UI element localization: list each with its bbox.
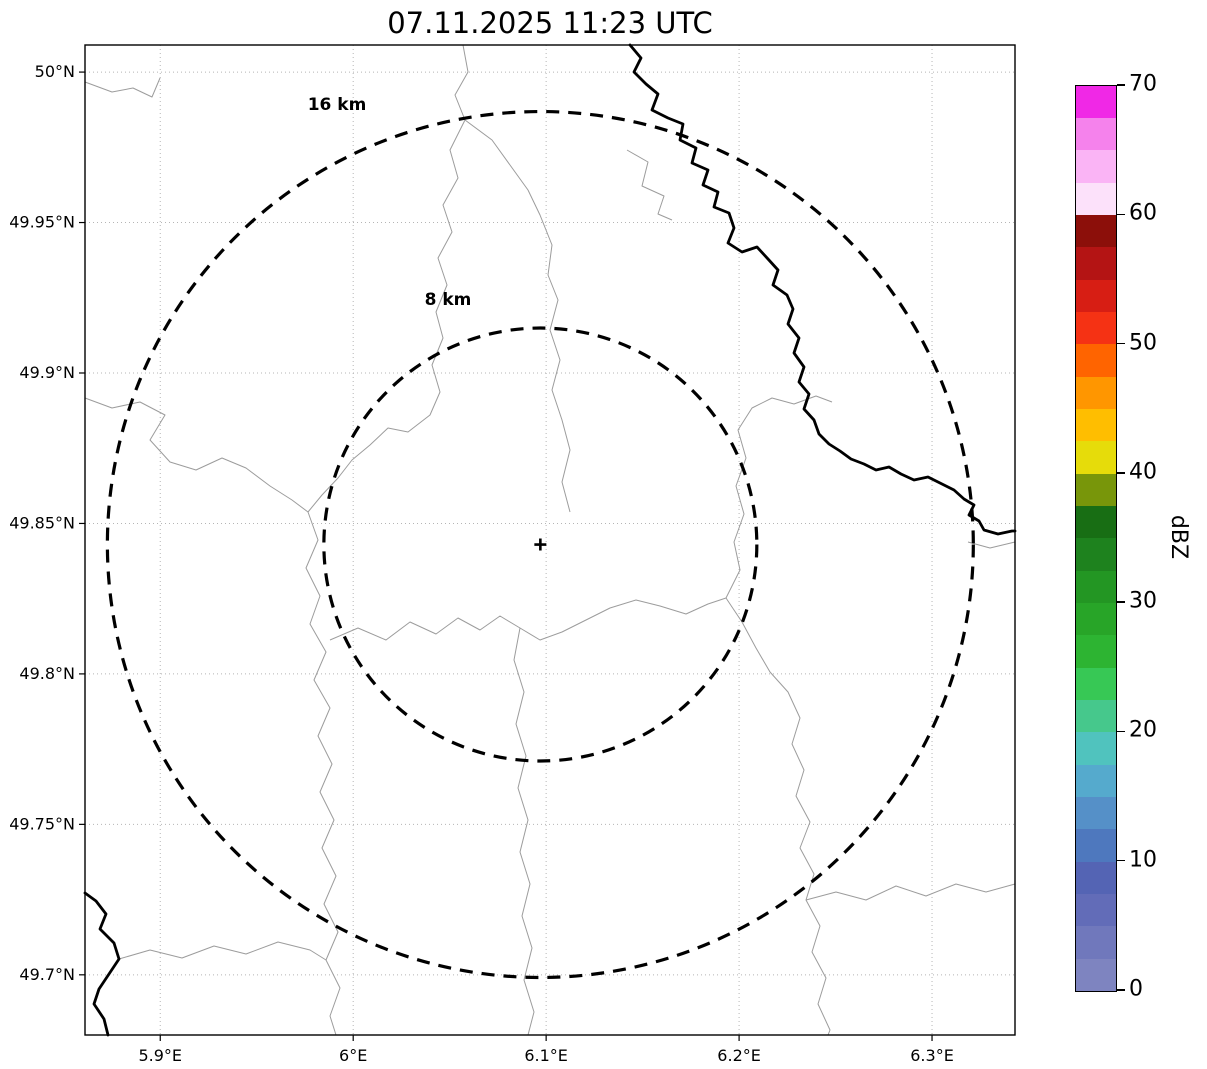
colorbar-segment-65-67.5dbz	[1076, 118, 1116, 151]
colorbar-segment-15-17.5dbz	[1076, 764, 1116, 798]
colorbar-tick-mark	[1117, 213, 1125, 216]
colorbar-tick-mark	[1117, 989, 1125, 991]
colorbar-scale	[1076, 85, 1116, 991]
colorbar-segment-57.5-60dbz	[1076, 215, 1116, 248]
colorbar-segment-12.5-15dbz	[1076, 797, 1116, 830]
range-ring-label-8km: 8 km	[425, 290, 472, 310]
boundary-line	[805, 883, 1016, 901]
colorbar-segment-50-52.5dbz	[1076, 312, 1116, 345]
colorbar-segment-5-7.5dbz	[1076, 894, 1116, 927]
colorbar-tick-label: 40	[1129, 459, 1157, 485]
country-border-river	[83, 891, 121, 1037]
colorbar-tick-label: 60	[1129, 200, 1157, 226]
colorbar-tick-label: 10	[1129, 847, 1157, 873]
boundary-line	[626, 149, 673, 221]
colorbar-tick-mark	[1117, 84, 1125, 86]
colorbar-segment-62.5-65dbz	[1076, 150, 1116, 183]
gridlines	[85, 45, 1015, 1035]
colorbar-segment-52.5-55dbz	[1076, 279, 1116, 313]
colorbar-segment-10-12.5dbz	[1076, 829, 1116, 862]
range-ring-16km	[105, 109, 975, 980]
boundary-line	[118, 941, 327, 961]
colorbar-tick-label: 20	[1129, 717, 1157, 743]
x-tick-label: 5.9°E	[138, 1046, 182, 1065]
y-tick-label: 50°N	[35, 62, 75, 81]
colorbar-segment-45-47.5dbz	[1076, 376, 1116, 410]
x-tick-label: 6.3°E	[910, 1046, 954, 1065]
map-boundaries	[83, 43, 1017, 1037]
colorbar-segment-27.5-30dbz	[1076, 603, 1116, 636]
colorbar-segment-37.5-40dbz	[1076, 473, 1116, 507]
colorbar-unit-label: dBZ	[1166, 514, 1191, 560]
y-tick-label: 49.8°N	[19, 664, 75, 683]
y-tick-label: 49.95°N	[9, 213, 75, 232]
colorbar-tick-mark	[1117, 601, 1125, 603]
colorbar-segment-67.5-70dbz	[1076, 85, 1116, 119]
colorbar-segment-47.5-50dbz	[1076, 344, 1116, 377]
colorbar-segment-40-42.5dbz	[1076, 441, 1116, 474]
colorbar-segment-7.5-10dbz	[1076, 861, 1116, 895]
colorbar-segment-22.5-25dbz	[1076, 667, 1116, 701]
boundary-line	[464, 119, 571, 513]
colorbar-segment-20-22.5dbz	[1076, 700, 1116, 733]
plot-title: 07.11.2025 11:23 UTC	[387, 6, 713, 40]
colorbar-segment-2.5-5dbz	[1076, 926, 1116, 959]
boundary-line	[305, 44, 469, 1036]
y-tick-label: 49.7°N	[19, 965, 75, 984]
range-rings: 8 km 16 km	[105, 95, 975, 980]
colorbar-segment-42.5-45dbz	[1076, 409, 1116, 442]
range-ring-8km	[322, 326, 759, 763]
boundary-line	[84, 77, 161, 98]
x-tick-label: 6°E	[339, 1046, 367, 1065]
country-border-river	[628, 43, 1017, 536]
colorbar-segment-55-57.5dbz	[1076, 247, 1116, 280]
colorbar-segment-0-2.5dbz	[1076, 958, 1116, 991]
boundary-line	[513, 627, 535, 1036]
colorbar-tick-mark	[1117, 730, 1125, 733]
x-tick-label: 6.1°E	[524, 1046, 568, 1065]
range-ring-label-16km: 16 km	[308, 95, 367, 115]
colorbar-segment-17.5-20dbz	[1076, 732, 1116, 765]
colorbar-tick-label: 50	[1129, 330, 1157, 356]
colorbar-segment-30-32.5dbz	[1076, 570, 1116, 604]
boundary-line	[329, 597, 831, 1036]
colorbar-tick-mark	[1117, 342, 1125, 345]
colorbar-segment-35-37.5dbz	[1076, 506, 1116, 539]
colorbar-tick-mark	[1117, 859, 1125, 862]
colorbar-tick-mark	[1117, 472, 1125, 474]
colorbar	[1075, 85, 1117, 992]
y-tick-label: 49.85°N	[9, 513, 75, 532]
axes: 5.9°E 6°E 6.1°E 6.2°E 6.3°E 49.7°N 49.75°N 49.8…	[9, 44, 1016, 1065]
x-tick-label: 6.2°E	[717, 1046, 761, 1065]
boundary-line	[967, 541, 1016, 549]
colorbar-tick-label: 30	[1129, 588, 1157, 614]
colorbar-tick-label: 70	[1129, 71, 1157, 97]
boundary-line	[725, 395, 833, 599]
colorbar-segment-25-27.5dbz	[1076, 635, 1116, 668]
colorbar-tick-label: 0	[1129, 976, 1143, 1002]
y-tick-label: 49.75°N	[9, 814, 75, 833]
boundary-line	[84, 397, 309, 513]
radar-site-marker	[534, 538, 547, 551]
colorbar-segment-60-62.5dbz	[1076, 182, 1116, 216]
plot-frame	[84, 44, 1016, 1036]
colorbar-segment-32.5-35dbz	[1076, 538, 1116, 571]
y-tick-label: 49.9°N	[19, 363, 75, 382]
